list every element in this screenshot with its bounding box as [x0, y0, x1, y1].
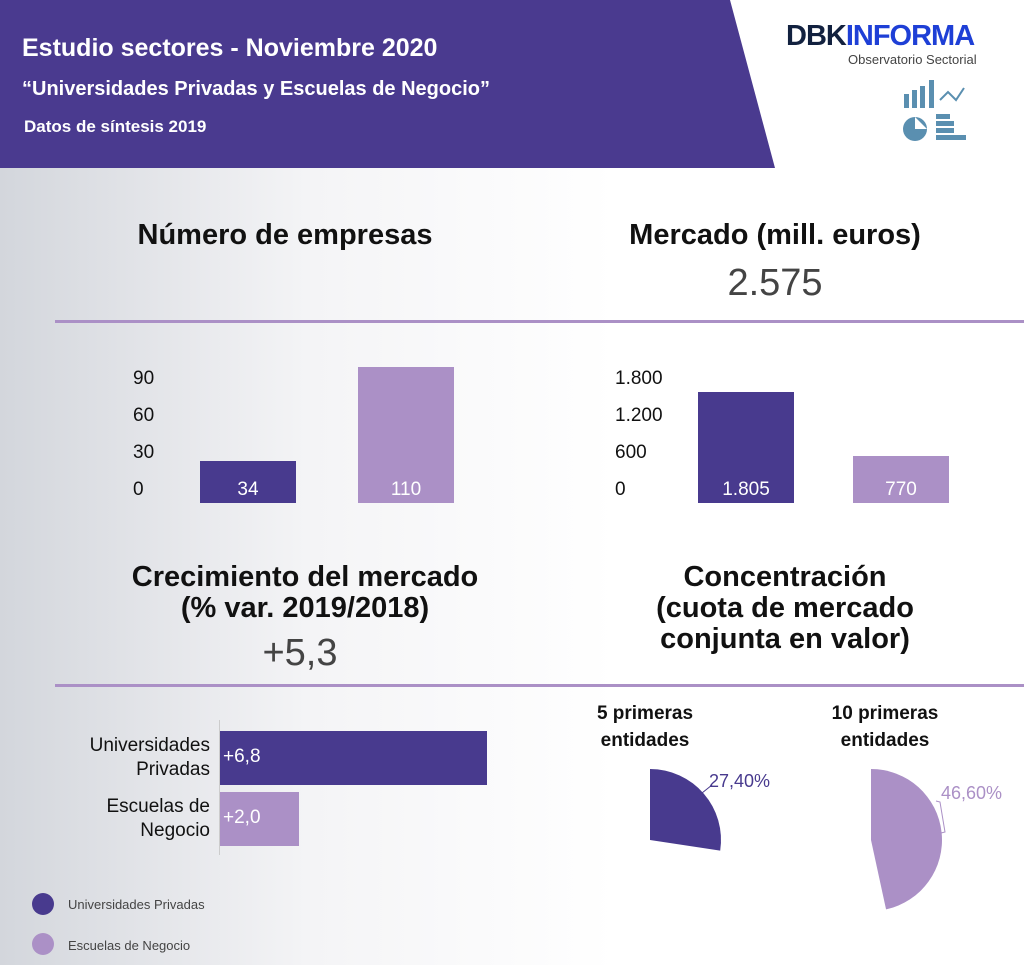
- bar-data-label: +6,8: [223, 746, 261, 767]
- logo-tagline: Observatorio Sectorial: [848, 52, 977, 67]
- bar: 34: [200, 461, 296, 503]
- bar: 770: [853, 455, 949, 503]
- pie-title-5: 5 primeras entidades: [596, 703, 694, 751]
- y-tick-label: 90: [133, 368, 155, 389]
- axis-line: [219, 720, 220, 855]
- leader-line: [701, 784, 713, 794]
- legend-swatch-universidades: [32, 893, 54, 915]
- chart-icons-icon: [903, 80, 966, 141]
- pie-label-10: 46,60%: [941, 783, 1003, 803]
- bar-data-label: 110: [390, 478, 422, 500]
- section-title-crecimiento: Crecimiento del mercado (% var. 2019/201…: [131, 561, 479, 624]
- pie-slice: [650, 769, 721, 851]
- legend-label-escuelas: Escuelas de Negocio: [68, 938, 191, 953]
- y-tick-label: 1.200: [615, 405, 663, 426]
- header-note: Datos de síntesis 2019: [24, 117, 207, 136]
- section-title-empresas: Número de empresas: [137, 219, 433, 251]
- pie-label-5: 27,40%: [709, 771, 771, 791]
- y-tick-label: 60: [133, 405, 155, 426]
- logo-dark: DBK: [786, 20, 847, 52]
- y-tick-label: 600: [615, 442, 647, 463]
- bar-data-label: 1.805: [722, 478, 770, 500]
- pie-slice: [871, 769, 943, 910]
- leader-line: [935, 800, 946, 834]
- section-title-mercado: Mercado (mill. euros): [629, 219, 921, 251]
- category-label: Universidades Privadas: [89, 735, 210, 780]
- logo-blue: INFORMA: [845, 20, 975, 52]
- header-title: Estudio sectores - Noviembre 2020: [22, 34, 438, 62]
- header-subtitle: “Universidades Privadas y Escuelas de Ne…: [22, 78, 490, 100]
- pie-title-10: 10 primeras entidades: [831, 703, 939, 751]
- bar: +2,0: [220, 792, 299, 846]
- y-tick-label: 30: [133, 442, 155, 463]
- logo: DBKINFORMA: [786, 20, 975, 53]
- y-tick-label: 1.800: [615, 368, 663, 389]
- bar-data-label: 770: [885, 478, 917, 500]
- legend-swatch-escuelas: [32, 933, 54, 955]
- divider: [55, 320, 1024, 323]
- mercado-value: 2.575: [727, 262, 823, 304]
- y-tick-label: 0: [615, 479, 626, 500]
- section-title-concentracion: Concentración (cuota de mercado conjunta…: [656, 561, 914, 655]
- category-label: Escuelas de Negocio: [106, 796, 210, 841]
- header-banner: [0, 0, 775, 168]
- bar: 1.805: [698, 391, 794, 503]
- bar: 110: [358, 367, 454, 503]
- legend-label-universidades: Universidades Privadas: [68, 897, 205, 912]
- divider: [55, 684, 1024, 687]
- crecimiento-value: +5,3: [262, 632, 338, 674]
- y-tick-label: 0: [133, 479, 144, 500]
- bar: +6,8: [220, 731, 487, 785]
- bar-data-label: 34: [237, 478, 259, 500]
- bar-data-label: +2,0: [223, 807, 261, 828]
